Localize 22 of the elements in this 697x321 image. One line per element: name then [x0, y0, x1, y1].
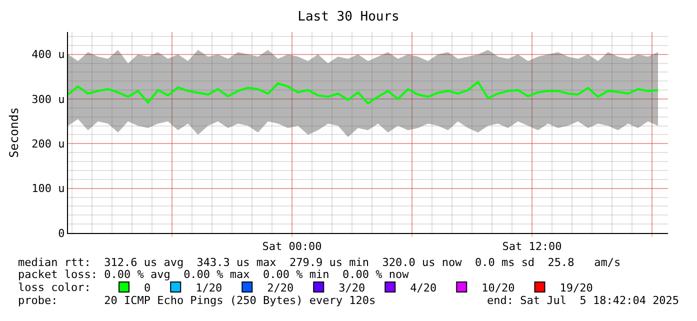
y-tick-label: 200 u	[32, 138, 65, 151]
legend-label: 3/20	[338, 281, 366, 294]
legend-label: 4/20	[410, 281, 437, 294]
y-axis-title: Seconds	[6, 107, 21, 158]
chart-title: Last 30 Hours	[298, 10, 400, 25]
x-tick-label: Sat 12:00	[502, 240, 562, 254]
x-tick-label: Sat 00:00	[262, 240, 322, 254]
text: probe: 20 ICMP Echo Pings (250 Bytes) every 120s	[18, 294, 376, 307]
text: median rtt: 312.6 us avg 343.3 us max 279.9 us min 320.0 us now 0.0 ms sd 25.8 am/s	[18, 256, 621, 269]
y-tick-label: 0	[58, 226, 65, 240]
legend-label: 19/20	[560, 281, 593, 294]
y-tick-label: 400 u	[32, 48, 65, 62]
legend-label: 0	[144, 281, 151, 294]
legend-label: 1/20	[196, 281, 222, 294]
y-tick-label: 100 u	[32, 182, 65, 196]
line-series	[68, 81, 659, 104]
text: end: Sat Jul 5 18:42:04 2025	[487, 294, 680, 307]
legend-label: 2/20	[267, 281, 294, 294]
text: packet loss: 0.00 % avg 0.00 % max 0.00 % min 0.00 % now	[18, 268, 410, 281]
y-tick-label: 300 u	[32, 92, 65, 106]
legend-label: 10/20	[482, 281, 515, 294]
text: loss color:	[18, 281, 91, 294]
